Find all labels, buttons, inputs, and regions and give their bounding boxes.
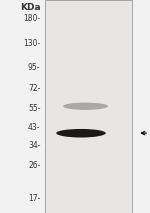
Text: 180-: 180- xyxy=(23,14,40,23)
Text: 55-: 55- xyxy=(28,104,40,113)
Text: 130-: 130- xyxy=(23,39,40,48)
Text: KDa: KDa xyxy=(20,3,40,12)
Text: 34-: 34- xyxy=(28,141,40,150)
Ellipse shape xyxy=(63,103,108,110)
Text: 43-: 43- xyxy=(28,123,40,132)
FancyBboxPatch shape xyxy=(45,0,132,213)
Text: 72-: 72- xyxy=(28,84,40,93)
Ellipse shape xyxy=(56,129,106,138)
Text: 95-: 95- xyxy=(28,63,40,72)
Text: 26-: 26- xyxy=(28,161,40,170)
Text: 17-: 17- xyxy=(28,194,40,203)
